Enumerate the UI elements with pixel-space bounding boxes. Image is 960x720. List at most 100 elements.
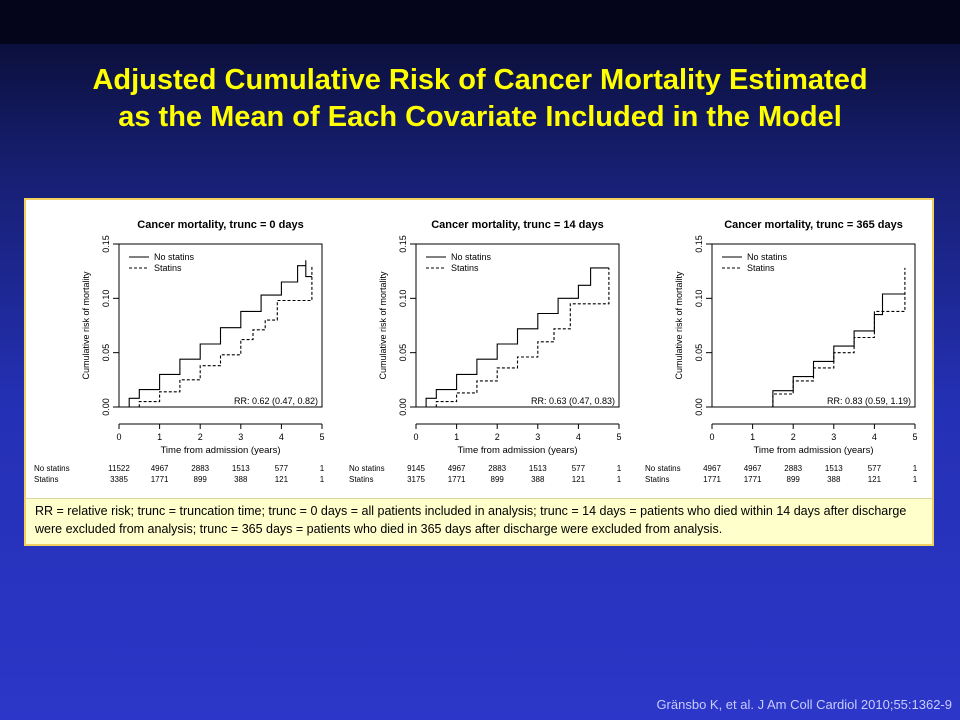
risk-table-cell: 899 — [194, 475, 208, 484]
risk-table-cell: 3385 — [110, 475, 128, 484]
y-tick-label: 0.00 — [398, 398, 408, 416]
x-tick-label: 4 — [576, 432, 581, 442]
y-axis-label: Cumulative risk of mortality — [81, 271, 91, 380]
legend-label: No statins — [154, 252, 195, 262]
x-tick-label: 2 — [495, 432, 500, 442]
chart-title: Cancer mortality, trunc = 14 days — [431, 219, 604, 231]
slide-title: Adjusted Cumulative Risk of Cancer Morta… — [0, 62, 960, 136]
risk-table-cell: 1771 — [703, 475, 721, 484]
x-axis-label: Time from admission (years) — [160, 445, 280, 456]
risk-table-cell: 1 — [617, 475, 622, 484]
legend-label: No statins — [451, 252, 492, 262]
x-tick-label: 2 — [791, 432, 796, 442]
x-axis-label: Time from admission (years) — [753, 445, 873, 456]
risk-table-cell: 1513 — [825, 464, 843, 473]
x-tick-label: 5 — [616, 432, 621, 442]
risk-table-cell: 577 — [275, 464, 289, 473]
rr-annotation: RR: 0.62 (0.47, 0.82) — [234, 396, 318, 406]
risk-table-cell: 1 — [913, 475, 918, 484]
series-line-no-statins — [416, 267, 609, 408]
risk-table-row-label: Statins — [349, 475, 373, 484]
risk-table-row-label: No statins — [349, 464, 385, 473]
chart-1: Cancer mortality, trunc = 0 days 0.00 0.05… — [34, 219, 325, 484]
risk-table-cell: 1771 — [744, 475, 762, 484]
x-axis-label: Time from admission (years) — [457, 445, 577, 456]
citation: Gränsbo K, et al. J Am Coll Cardiol 2010… — [656, 697, 952, 712]
y-tick-label: 0.15 — [694, 235, 704, 253]
x-tick-label: 4 — [872, 432, 877, 442]
risk-table-cell: 1771 — [448, 475, 466, 484]
risk-table-cell: 577 — [572, 464, 586, 473]
y-tick-label: 0.15 — [101, 235, 111, 253]
x-tick-label: 1 — [750, 432, 755, 442]
slide-title-line-2: as the Mean of Each Covariate Included i… — [118, 101, 842, 133]
chart-2: Cancer mortality, trunc = 14 days 0.00 0.0… — [349, 219, 622, 484]
risk-table-cell: 1513 — [529, 464, 547, 473]
risk-table-row-label: No statins — [34, 464, 70, 473]
chart-title: Cancer mortality, trunc = 365 days — [724, 219, 903, 231]
charts-svg: Cancer mortality, trunc = 0 days 0.00 0.05… — [34, 219, 918, 484]
risk-table-cell: 1 — [913, 464, 918, 473]
x-tick-label: 3 — [238, 432, 243, 442]
y-tick-label: 0.10 — [101, 290, 111, 308]
rr-annotation: RR: 0.63 (0.47, 0.83) — [531, 396, 615, 406]
risk-table-cell: 899 — [787, 475, 801, 484]
risk-table-cell: 121 — [868, 475, 882, 484]
x-tick-label: 3 — [831, 432, 836, 442]
risk-table-row-label: Statins — [645, 475, 669, 484]
x-tick-label: 5 — [912, 432, 917, 442]
y-tick-label: 0.00 — [694, 398, 704, 416]
y-tick-label: 0.05 — [101, 344, 111, 362]
series-line-statins — [712, 267, 906, 408]
risk-table-cell: 121 — [572, 475, 586, 484]
risk-table-cell: 4967 — [448, 464, 466, 473]
risk-table-cell: 1 — [320, 464, 325, 473]
risk-table-cell: 4967 — [151, 464, 169, 473]
risk-table-cell: 1771 — [151, 475, 169, 484]
y-tick-label: 0.00 — [101, 398, 111, 416]
risk-table-cell: 388 — [531, 475, 545, 484]
risk-table-row-label: No statins — [645, 464, 681, 473]
legend-label: Statins — [154, 263, 182, 273]
risk-table-cell: 577 — [868, 464, 882, 473]
top-band — [0, 0, 960, 44]
x-tick-label: 0 — [413, 432, 418, 442]
x-tick-label: 2 — [198, 432, 203, 442]
x-tick-label: 5 — [319, 432, 324, 442]
plot-frame — [711, 243, 916, 408]
series-line-no-statins — [712, 293, 905, 408]
x-tick-label: 0 — [709, 432, 714, 442]
plot-frame — [415, 243, 620, 408]
risk-table-cell: 1 — [320, 475, 325, 484]
series-line-no-statins — [119, 260, 312, 408]
risk-table-cell: 4967 — [703, 464, 721, 473]
plot-frame — [118, 243, 323, 408]
x-tick-label: 0 — [116, 432, 121, 442]
legend-label: Statins — [747, 263, 775, 273]
risk-table-row-label: Statins — [34, 475, 58, 484]
chart-3: Cancer mortality, trunc = 365 days 0.00 0.… — [645, 219, 918, 484]
series-line-statins — [416, 267, 610, 408]
risk-table-cell: 4967 — [744, 464, 762, 473]
y-tick-label: 0.05 — [694, 344, 704, 362]
slide-title-line-1: Adjusted Cumulative Risk of Cancer Morta… — [92, 64, 868, 96]
risk-table-cell: 1 — [617, 464, 622, 473]
y-tick-label: 0.10 — [398, 290, 408, 308]
risk-table-cell: 11522 — [108, 464, 130, 473]
risk-table-cell: 1513 — [232, 464, 250, 473]
figure-footnote: RR = relative risk; trunc = truncation t… — [26, 498, 932, 544]
risk-table-cell: 2883 — [191, 464, 209, 473]
x-tick-label: 1 — [157, 432, 162, 442]
chart-title: Cancer mortality, trunc = 0 days — [137, 219, 303, 231]
risk-table-cell: 9145 — [407, 464, 425, 473]
y-tick-label: 0.15 — [398, 235, 408, 253]
legend-label: Statins — [451, 263, 479, 273]
risk-table-cell: 899 — [491, 475, 505, 484]
legend-label: No statins — [747, 252, 788, 262]
risk-table-cell: 3175 — [407, 475, 425, 484]
y-axis-label: Cumulative risk of mortality — [674, 271, 684, 380]
risk-table-cell: 2883 — [784, 464, 802, 473]
y-tick-label: 0.10 — [694, 290, 704, 308]
x-tick-label: 3 — [535, 432, 540, 442]
series-line-statins — [119, 265, 313, 408]
